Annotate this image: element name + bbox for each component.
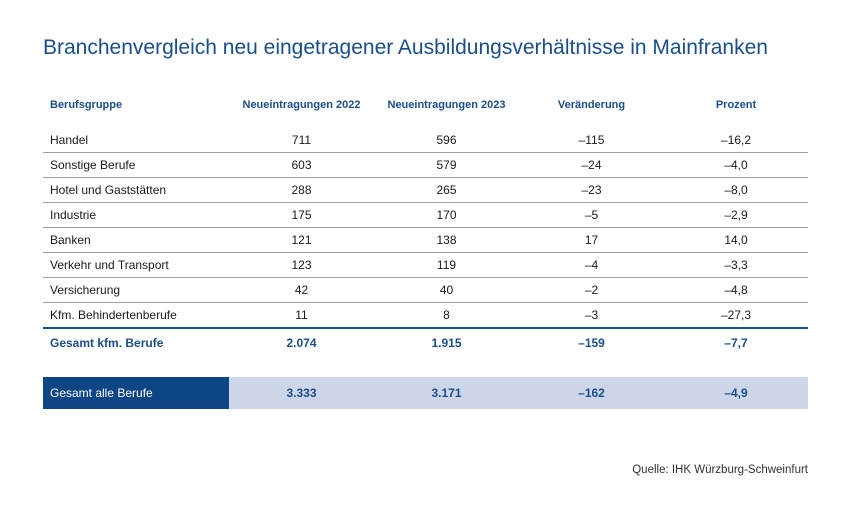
cell-percent: –8,0	[664, 177, 808, 203]
cell-category: Hotel und Gaststätten	[43, 177, 229, 203]
cell-2023: 170	[374, 202, 519, 228]
cell-percent: –27,3	[664, 302, 808, 329]
cell-change: –23	[519, 177, 664, 203]
cell-change: –115	[519, 128, 664, 153]
cell-2022: 123	[229, 252, 374, 278]
cell-category: Kfm. Behindertenberufe	[43, 302, 229, 329]
cell-change: –4	[519, 252, 664, 278]
table-row: Hotel und Gaststätten 288 265 –23 –8,0	[43, 177, 808, 203]
subtotal-change: –159	[578, 336, 605, 350]
cell-category: Versicherung	[43, 277, 229, 303]
cell-change: –3	[519, 302, 664, 329]
cell-2023: 596	[374, 128, 519, 153]
header-2022: Neueintragungen 2022	[242, 99, 361, 111]
header-row: Berufsgruppe Neueintragungen 2022 Neuein…	[43, 92, 808, 118]
header-veraenderung: Veränderung	[557, 99, 626, 111]
cell-change: 17	[519, 227, 664, 253]
comparison-table: Berufsgruppe Neueintragungen 2022 Neuein…	[43, 92, 808, 409]
header-prozent: Prozent	[715, 99, 757, 111]
cell-category: Industrie	[43, 202, 229, 228]
cell-2023: 579	[374, 152, 519, 178]
total-percent: –4,9	[664, 377, 808, 409]
subtotal-2023: 1.915	[431, 336, 462, 350]
total-change: –162	[519, 377, 664, 409]
subtotal-2022: 2.074	[286, 336, 317, 350]
table-row: Verkehr und Transport 123 119 –4 –3,3	[43, 252, 808, 278]
table-row: Handel 711 596 –115 –16,2	[43, 128, 808, 153]
subtotal-row: Gesamt kfm. Berufe 2.074 1.915 –159 –7,7	[43, 328, 808, 357]
cell-2023: 138	[374, 227, 519, 253]
total-label: Gesamt alle Berufe	[43, 377, 229, 409]
cell-2023: 8	[374, 302, 519, 329]
cell-2023: 265	[374, 177, 519, 203]
cell-category: Handel	[43, 128, 229, 153]
table-row: Sonstige Berufe 603 579 –24 –4,0	[43, 152, 808, 178]
cell-2023: 40	[374, 277, 519, 303]
cell-percent: –2,9	[664, 202, 808, 228]
cell-percent: –3,3	[664, 252, 808, 278]
table-row: Banken 121 138 17 14,0	[43, 227, 808, 253]
cell-percent: 14,0	[664, 227, 808, 253]
page-title: Branchenvergleich neu eingetragener Ausb…	[43, 36, 768, 59]
cell-category: Verkehr und Transport	[43, 252, 229, 278]
total-2023: 3.171	[374, 377, 519, 409]
cell-percent: –16,2	[664, 128, 808, 153]
cell-2022: 603	[229, 152, 374, 178]
total-2022: 3.333	[229, 377, 374, 409]
cell-percent: –4,8	[664, 277, 808, 303]
subtotal-label: Gesamt kfm. Berufe	[50, 336, 164, 350]
table-row: Versicherung 42 40 –2 –4,8	[43, 277, 808, 303]
cell-category: Sonstige Berufe	[43, 152, 229, 178]
cell-2022: 42	[229, 277, 374, 303]
cell-2022: 711	[229, 128, 374, 153]
cell-2022: 11	[229, 302, 374, 329]
subtotal-percent: –7,7	[724, 336, 748, 350]
cell-change: –2	[519, 277, 664, 303]
cell-change: –24	[519, 152, 664, 178]
cell-percent: –4,0	[664, 152, 808, 178]
source-note: Quelle: IHK Würzburg-Schweinfurt	[632, 464, 808, 476]
table-row: Industrie 175 170 –5 –2,9	[43, 202, 808, 228]
header-2023: Neueintragungen 2023	[387, 99, 506, 111]
total-row: Gesamt alle Berufe 3.333 3.171 –162 –4,9	[43, 377, 808, 409]
cell-2022: 121	[229, 227, 374, 253]
cell-2022: 288	[229, 177, 374, 203]
table-row: Kfm. Behindertenberufe 11 8 –3 –27,3	[43, 302, 808, 329]
cell-2023: 119	[374, 252, 519, 278]
cell-change: –5	[519, 202, 664, 228]
cell-category: Banken	[43, 227, 229, 253]
cell-2022: 175	[229, 202, 374, 228]
header-berufsgruppe: Berufsgruppe	[50, 99, 123, 111]
